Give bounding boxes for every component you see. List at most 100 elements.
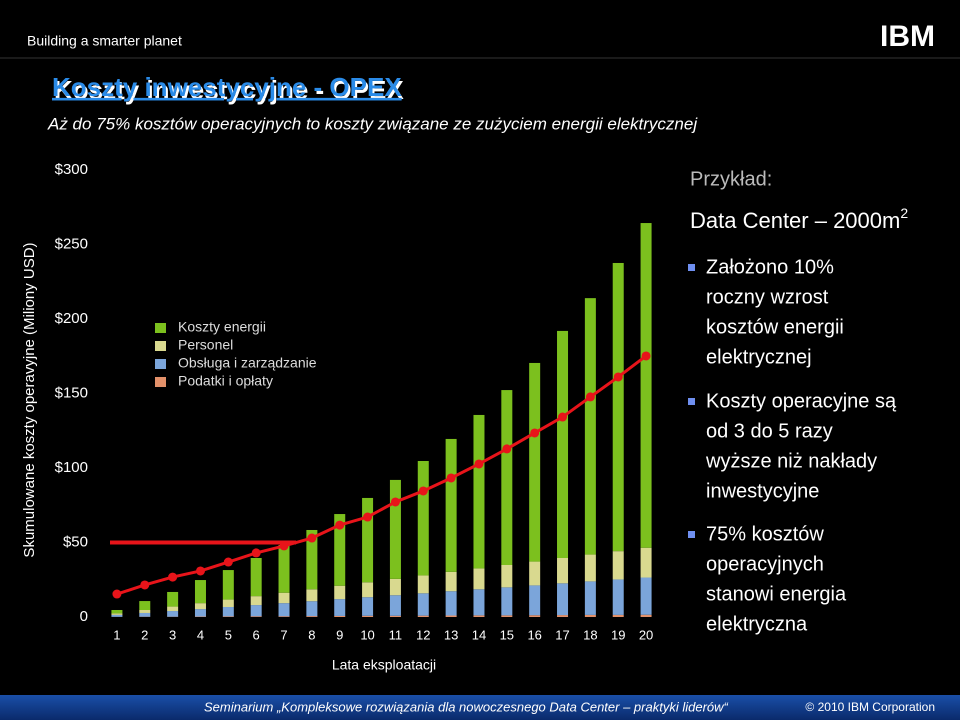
- bullet-line: operacyjnych: [706, 553, 824, 575]
- bar-segment: [529, 585, 541, 616]
- x-tick-label: 19: [611, 627, 625, 642]
- x-tick-label: 13: [444, 627, 458, 642]
- bar-segment: [362, 582, 374, 598]
- y-tick-label: $50: [63, 533, 88, 550]
- x-tick-label: 16: [527, 627, 541, 642]
- bullet-icon: [688, 398, 695, 405]
- legend-label: Personel: [178, 337, 233, 353]
- y-tick-label: $300: [55, 161, 88, 178]
- bar-segment: [584, 554, 596, 582]
- x-tick-label: 9: [336, 627, 343, 642]
- bar-segment: [222, 599, 234, 608]
- bullet-line: roczny wzrost: [706, 286, 829, 308]
- bar-segment: [278, 545, 290, 593]
- title: Koszty inwestycyjne - OPEX: [52, 72, 402, 102]
- bar-segment: [557, 615, 569, 617]
- bar-segment: [584, 298, 596, 555]
- x-axis-label: Lata eksploatacji: [332, 657, 436, 673]
- bar-segment: [612, 262, 624, 552]
- bar-segment: [306, 529, 318, 590]
- bar-segment: [334, 514, 346, 586]
- bar-segment: [250, 616, 262, 617]
- legend-label: Podatki i opłaty: [178, 373, 273, 389]
- x-tick-label: 10: [360, 627, 374, 642]
- y-tick-label: $150: [55, 384, 88, 401]
- bar-segment: [612, 614, 624, 617]
- bar-segment: [584, 581, 596, 615]
- cost-marker: [112, 589, 122, 599]
- bar-segment: [194, 609, 206, 617]
- x-tick-label: 14: [472, 627, 486, 642]
- bar-segment: [529, 561, 541, 586]
- legend-swatch: [155, 323, 166, 333]
- logo: IBM: [880, 20, 935, 53]
- cost-marker: [418, 486, 428, 496]
- x-tick-label: 3: [169, 627, 176, 642]
- cost-marker: [502, 444, 512, 454]
- cost-marker: [530, 428, 540, 438]
- bullet-line: Koszty operacyjne są: [706, 390, 897, 412]
- cost-marker: [168, 572, 178, 582]
- cost-marker: [363, 512, 373, 522]
- y-tick-label: 0: [80, 608, 88, 625]
- cost-marker: [558, 412, 568, 422]
- bar-segment: [612, 579, 624, 615]
- panel-example: Data Center – 2000m2: [690, 205, 908, 233]
- cost-marker: [474, 459, 484, 469]
- bar-segment: [557, 557, 569, 584]
- footer-seminar: Seminarium „Kompleksowe rozwiązania dla …: [204, 699, 729, 714]
- bar-segment: [194, 580, 206, 604]
- bar-segment: [445, 591, 457, 616]
- cost-marker: [335, 520, 345, 530]
- bar-segment: [417, 615, 429, 617]
- legend-swatch: [155, 341, 166, 351]
- footer-bar: [0, 695, 960, 720]
- example: Data Center – 2000m: [690, 208, 900, 233]
- bar-segment: [278, 592, 290, 604]
- bullet-line: stanowi energia: [706, 583, 847, 605]
- x-tick-label: 15: [500, 627, 514, 642]
- bar-segment: [473, 568, 485, 590]
- cost-marker: [446, 473, 456, 483]
- bullet-line: 75% kosztów: [706, 523, 824, 545]
- bar-segment: [640, 223, 652, 548]
- cost-marker: [390, 497, 400, 507]
- bar-segment: [612, 551, 624, 580]
- y-axis-label: Skumulowane koszty operavyjne (Miliony U…: [21, 242, 38, 557]
- bar-segment: [557, 330, 569, 558]
- bar-segment: [250, 557, 262, 597]
- cost-line: [116, 354, 647, 596]
- bullet-icon: [688, 264, 695, 271]
- cost-marker: [223, 557, 233, 567]
- bullet-line: elektrycznej: [706, 346, 812, 368]
- bar-segment: [389, 479, 401, 579]
- bar-segment: [529, 362, 541, 562]
- legend-swatch: [155, 359, 166, 369]
- bar-segment: [417, 460, 429, 576]
- cost-marker: [140, 580, 150, 590]
- bar-segment: [473, 414, 485, 569]
- y-tick-label: $100: [55, 459, 88, 476]
- bar-segment: [167, 606, 179, 612]
- bullet-icon: [688, 531, 695, 538]
- legend-swatch: [155, 377, 166, 387]
- bar-segment: [389, 615, 401, 617]
- bar-segment: [640, 547, 652, 578]
- cost-marker: [279, 541, 289, 551]
- bar-segment: [334, 615, 346, 617]
- x-tick-label: 5: [225, 627, 232, 642]
- bar-segment: [473, 589, 485, 616]
- bullet-line: od 3 do 5 razy: [706, 420, 833, 442]
- panel-heading: Przykład:: [690, 168, 772, 190]
- cost-marker: [641, 351, 651, 361]
- cost-marker: [251, 548, 261, 558]
- bar-segment: [445, 615, 457, 617]
- bar-segment: [167, 611, 179, 617]
- bar-segment: [362, 597, 374, 616]
- bullet-line: wyższe niż nakłady: [705, 450, 877, 472]
- legend-label: Koszty energii: [178, 319, 266, 335]
- bar-segment: [445, 571, 457, 592]
- bar-segment: [334, 585, 346, 600]
- bar-segment: [139, 609, 151, 613]
- bar-segment: [222, 570, 234, 600]
